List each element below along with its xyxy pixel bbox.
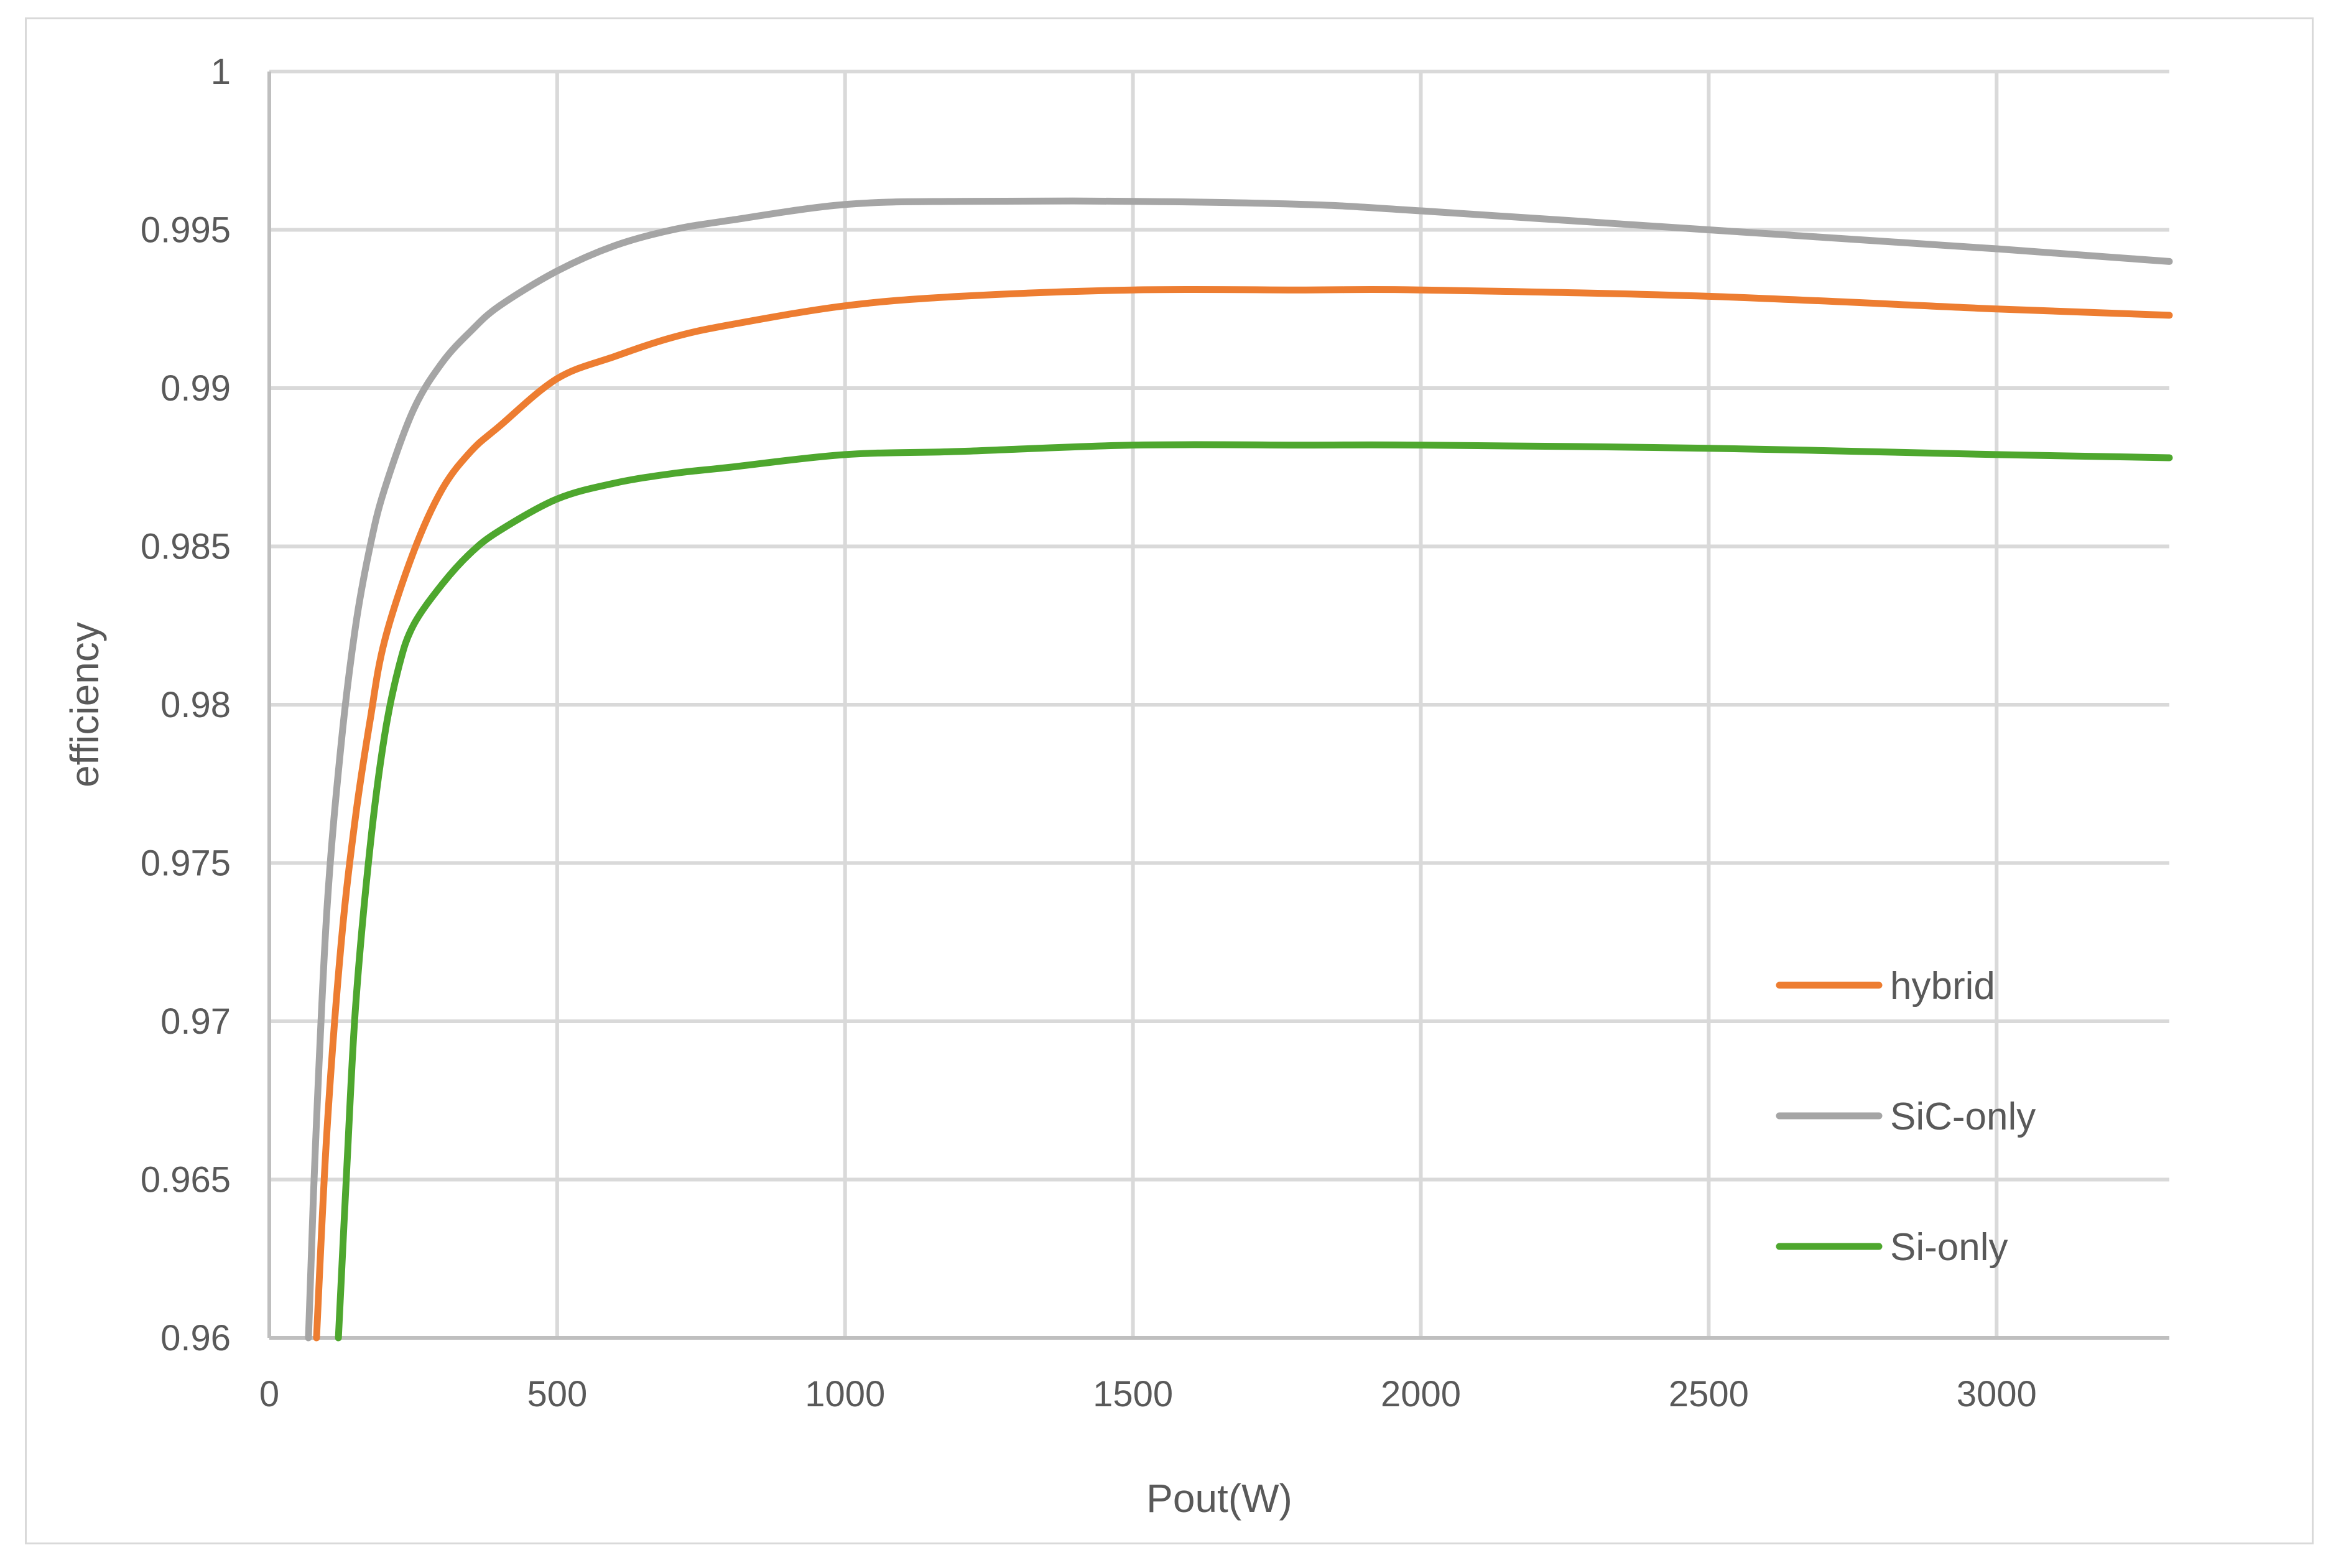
series-line-si-only [335,441,2173,1342]
y-tick-label: 0.965 [141,1160,231,1200]
x-axis-title: Pout(W) [1146,1476,1292,1521]
legend-label: SiC-only [1890,1095,2036,1138]
legend: hybrid SiC-only Si-only [1776,965,2036,1269]
axes [267,72,2169,1340]
series-lines [305,197,2173,1342]
y-tick-label: 0.995 [141,210,231,251]
x-tick-label: 1500 [1093,1374,1173,1414]
x-tick-label: 500 [527,1374,587,1414]
x-tick-label: 0 [259,1374,279,1414]
chart-frame: 0.96 0.965 0.97 0.975 0.98 0.985 0.99 0.995 1 0 50… [25,17,2314,1544]
series-line-hybrid [313,285,2173,1342]
tick-labels: 0.96 0.965 0.97 0.975 0.98 0.985 0.99 0.995 1 0 50… [141,52,2037,1414]
series-line-sic-only [305,197,2173,1342]
y-axis-title: efficiency [62,622,107,787]
y-tick-label: 0.99 [160,368,231,409]
x-tick-label: 3000 [1957,1374,2037,1414]
y-tick-label: 0.98 [160,685,231,725]
x-tick-label: 2500 [1669,1374,1749,1414]
x-tick-label: 2000 [1381,1374,1461,1414]
y-tick-label: 0.985 [141,527,231,567]
y-tick-label: 0.97 [160,1001,231,1042]
legend-label: hybrid [1890,965,1995,1008]
y-tick-label: 0.96 [160,1318,231,1358]
legend-label: Si-only [1890,1226,2008,1269]
line-chart: 0.96 0.965 0.97 0.975 0.98 0.985 0.99 0.995 1 0 50… [62,52,2173,1521]
gridlines [269,70,2169,1338]
y-tick-label: 0.975 [141,843,231,884]
x-tick-label: 1000 [805,1374,885,1414]
y-tick-label: 1 [211,52,231,92]
